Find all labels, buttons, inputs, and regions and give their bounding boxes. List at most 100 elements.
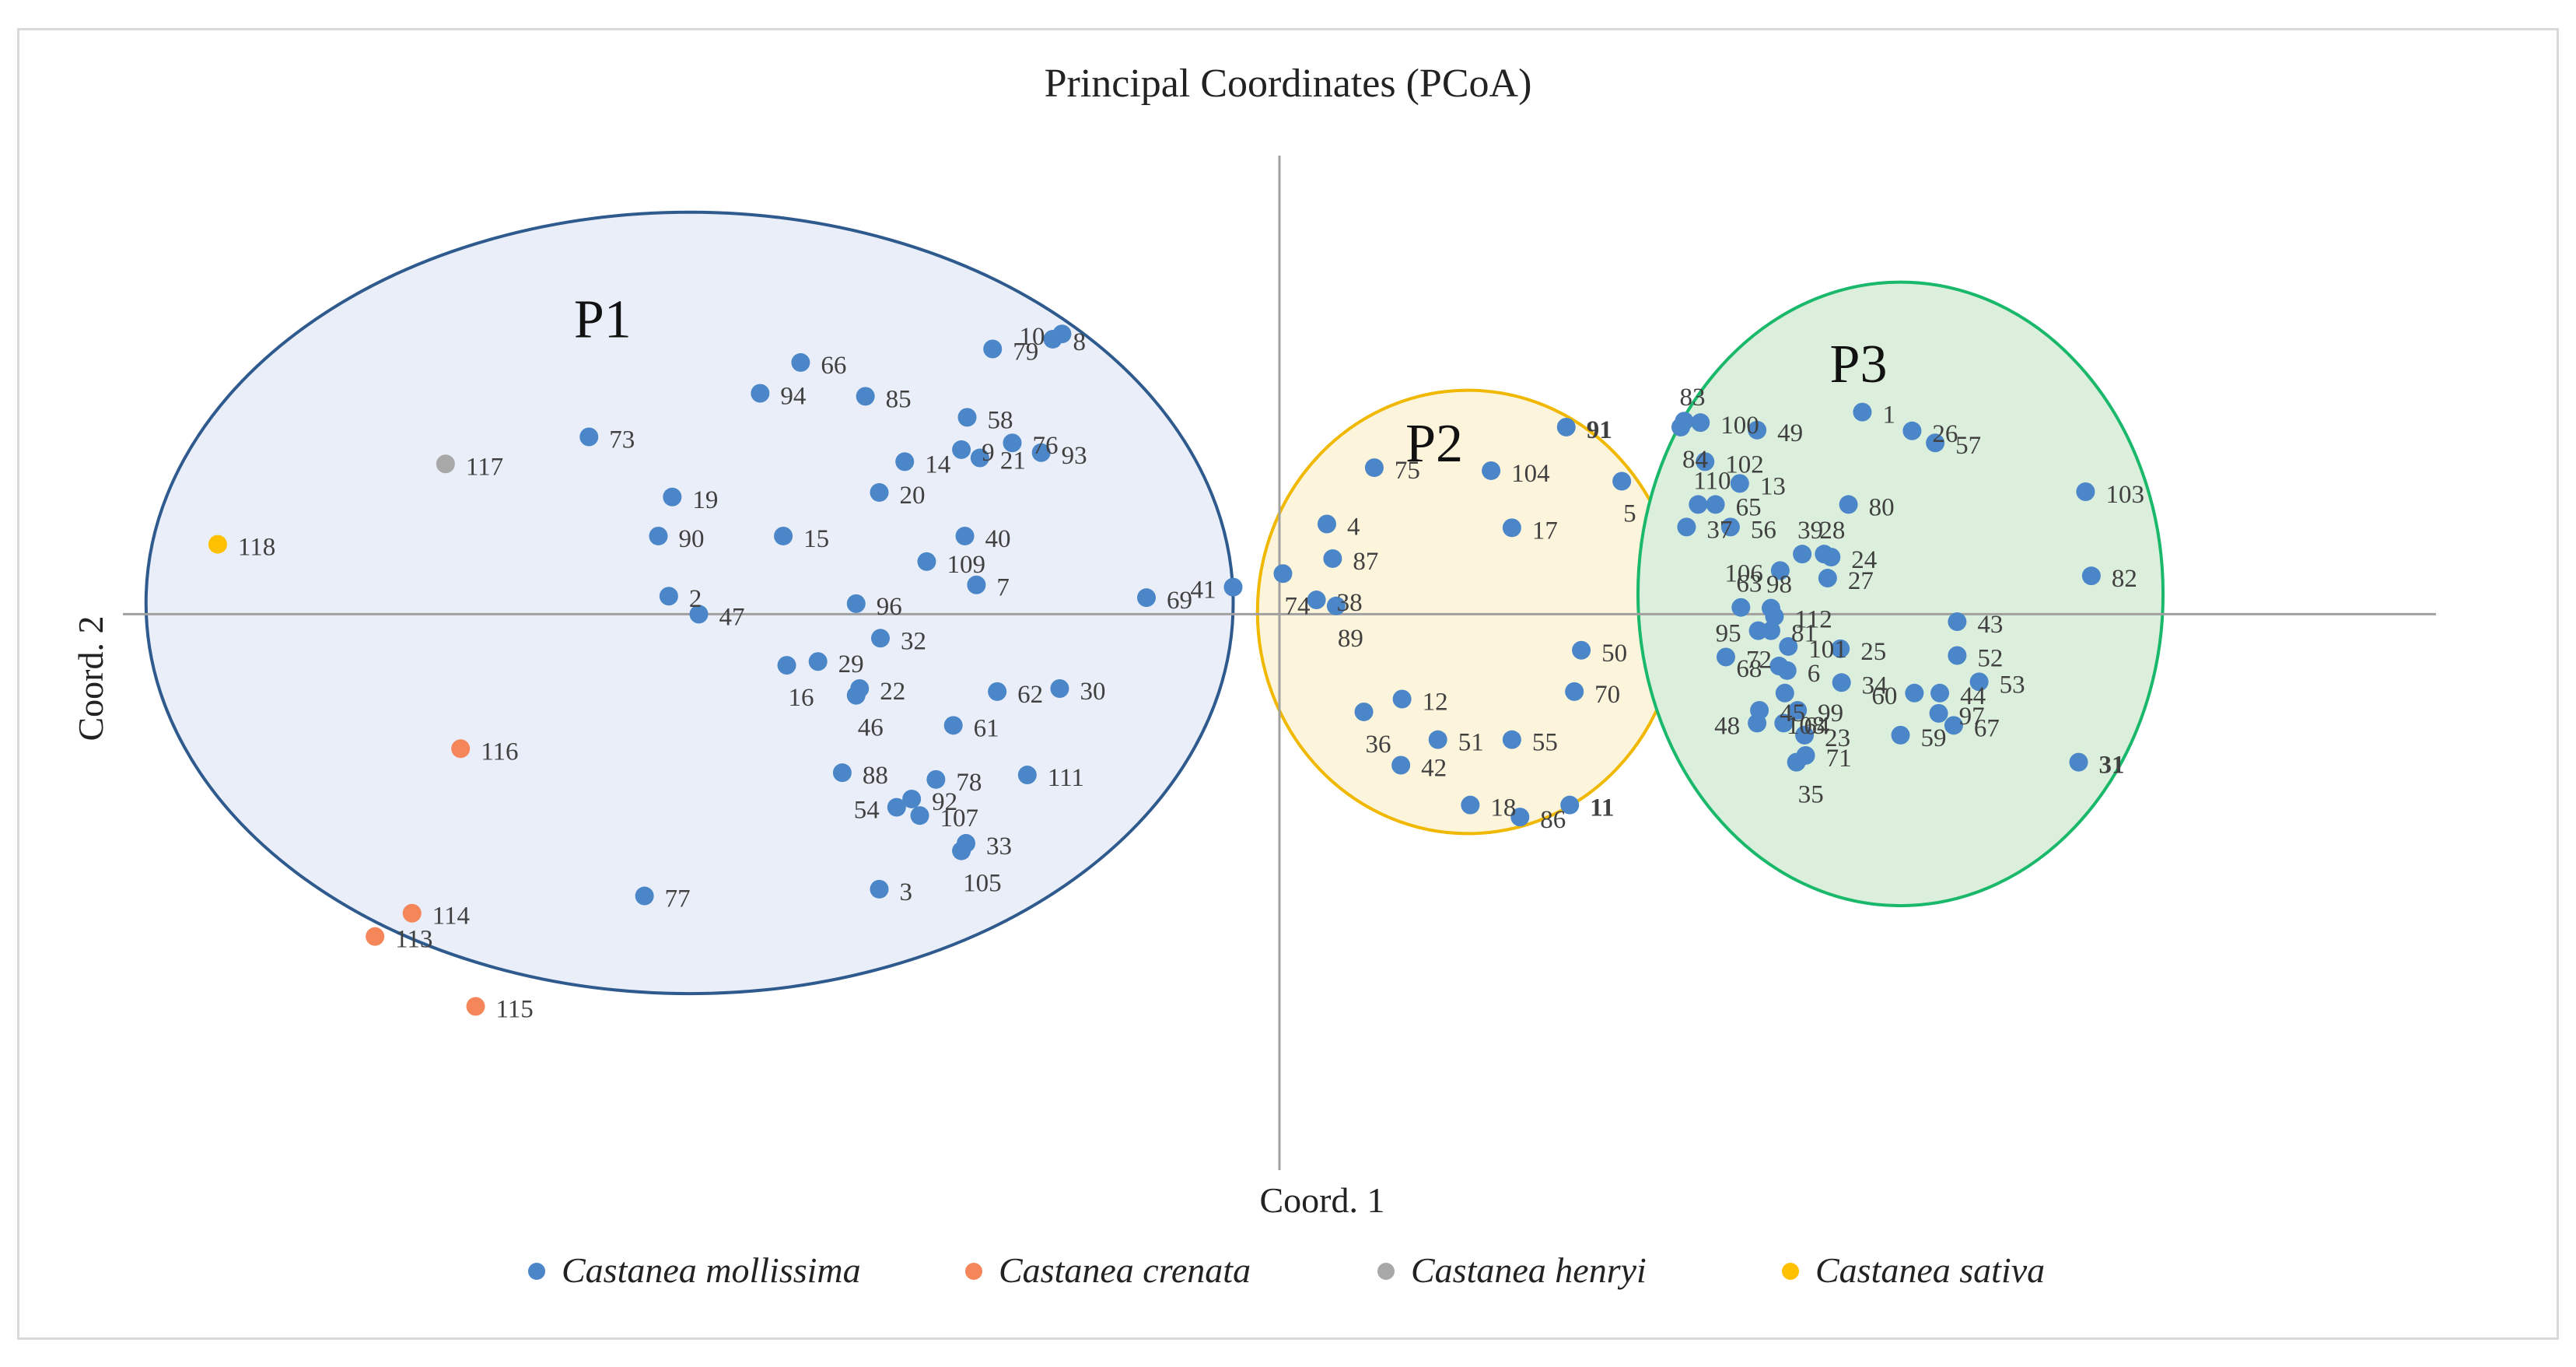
point-label-87: 87 bbox=[1353, 548, 1378, 576]
point-9 bbox=[952, 440, 971, 459]
point-70 bbox=[1565, 682, 1584, 701]
point-102 bbox=[1696, 452, 1715, 471]
point-label-19: 19 bbox=[692, 486, 718, 514]
point-label-61: 61 bbox=[974, 714, 999, 742]
legend-marker-crenata bbox=[965, 1263, 982, 1280]
point-label-55: 55 bbox=[1532, 729, 1558, 757]
point-38 bbox=[1307, 591, 1326, 610]
point-111 bbox=[1017, 766, 1037, 785]
point-103 bbox=[2076, 482, 2095, 501]
point-label-18: 18 bbox=[1490, 794, 1516, 822]
point-label-76: 76 bbox=[1033, 432, 1059, 460]
point-label-74: 74 bbox=[1284, 592, 1310, 620]
point-label-43: 43 bbox=[1977, 611, 2003, 639]
point-65 bbox=[1706, 495, 1725, 514]
point-label-118: 118 bbox=[238, 534, 275, 562]
point-110 bbox=[1689, 495, 1708, 514]
point-24 bbox=[1822, 548, 1841, 567]
point-label-82: 82 bbox=[2112, 565, 2137, 593]
point-40 bbox=[955, 526, 975, 545]
point-label-56: 56 bbox=[1751, 516, 1776, 544]
point-29 bbox=[808, 652, 828, 671]
point-51 bbox=[1428, 730, 1447, 749]
point-label-60: 60 bbox=[1871, 682, 1897, 710]
point-label-68: 68 bbox=[1736, 655, 1762, 683]
point-18 bbox=[1461, 795, 1480, 815]
point-64 bbox=[1774, 713, 1794, 733]
point-label-117: 117 bbox=[466, 453, 503, 481]
point-label-90: 90 bbox=[678, 525, 704, 553]
cluster-ellipses bbox=[144, 210, 2165, 996]
point-96 bbox=[846, 594, 866, 613]
point-100 bbox=[1691, 413, 1710, 433]
point-label-71: 71 bbox=[1826, 745, 1852, 773]
point-label-40: 40 bbox=[985, 525, 1011, 553]
point-label-114: 114 bbox=[432, 903, 470, 931]
point-2 bbox=[659, 587, 678, 606]
point-34 bbox=[1832, 673, 1851, 692]
point-35 bbox=[1787, 752, 1806, 772]
point-7 bbox=[967, 575, 986, 594]
x-axis-title: Coord. 1 bbox=[1260, 1180, 1385, 1220]
legend-marker-sativa bbox=[1782, 1263, 1799, 1280]
point-label-98: 98 bbox=[1766, 571, 1792, 599]
point-label-105: 105 bbox=[963, 870, 1002, 898]
point-label-8: 8 bbox=[1073, 328, 1087, 356]
point-115 bbox=[466, 997, 485, 1016]
point-label-85: 85 bbox=[886, 385, 912, 413]
point-label-16: 16 bbox=[789, 684, 814, 712]
point-label-49: 49 bbox=[1777, 419, 1803, 447]
point-87 bbox=[1323, 549, 1342, 568]
point-label-14: 14 bbox=[925, 450, 950, 478]
point-label-45: 45 bbox=[1780, 699, 1805, 727]
point-label-100: 100 bbox=[1720, 412, 1759, 440]
point-label-47: 47 bbox=[719, 603, 745, 631]
point-8 bbox=[1043, 329, 1062, 349]
point-label-51: 51 bbox=[1458, 729, 1484, 757]
point-label-6: 6 bbox=[1808, 660, 1821, 688]
point-46 bbox=[846, 685, 866, 705]
point-label-66: 66 bbox=[821, 352, 846, 380]
point-label-37: 37 bbox=[1706, 516, 1732, 544]
point-37 bbox=[1677, 517, 1696, 537]
point-42 bbox=[1391, 755, 1411, 775]
point-101 bbox=[1779, 636, 1798, 656]
point-label-106: 106 bbox=[1724, 559, 1763, 587]
point-label-83: 83 bbox=[1679, 384, 1705, 412]
point-114 bbox=[402, 903, 422, 923]
cluster-p2-label: P2 bbox=[1405, 414, 1463, 474]
point-69 bbox=[1136, 588, 1156, 608]
point-12 bbox=[1392, 689, 1412, 709]
point-label-22: 22 bbox=[880, 678, 905, 706]
legend-marker-mollissima bbox=[528, 1263, 545, 1280]
point-91 bbox=[1556, 417, 1576, 436]
point-label-7: 7 bbox=[996, 574, 1010, 602]
point-label-44: 44 bbox=[1960, 682, 1986, 710]
point-label-21: 21 bbox=[1000, 447, 1026, 475]
point-label-10: 10 bbox=[1019, 323, 1045, 351]
point-1 bbox=[1853, 402, 1872, 422]
point-113 bbox=[366, 927, 385, 946]
point-label-115: 115 bbox=[496, 995, 534, 1023]
legend-label-mollissima: Castanea mollissima bbox=[562, 1250, 861, 1290]
point-label-9: 9 bbox=[982, 439, 995, 467]
point-47 bbox=[689, 605, 709, 624]
point-label-57: 57 bbox=[1955, 432, 1981, 460]
point-label-54: 54 bbox=[854, 797, 880, 825]
point-label-27: 27 bbox=[1848, 567, 1874, 595]
point-label-1: 1 bbox=[1882, 401, 1895, 429]
point-44 bbox=[1930, 683, 1950, 703]
point-26 bbox=[1902, 421, 1922, 440]
point-label-64: 64 bbox=[1804, 712, 1829, 740]
point-label-26: 26 bbox=[1932, 420, 1958, 448]
point-77 bbox=[635, 886, 654, 906]
point-59 bbox=[1891, 725, 1910, 745]
point-88 bbox=[832, 763, 852, 783]
point-17 bbox=[1502, 518, 1521, 538]
point-53 bbox=[1969, 672, 1989, 692]
point-label-28: 28 bbox=[1819, 517, 1845, 545]
point-label-38: 38 bbox=[1337, 589, 1363, 617]
point-label-53: 53 bbox=[2000, 671, 2025, 699]
